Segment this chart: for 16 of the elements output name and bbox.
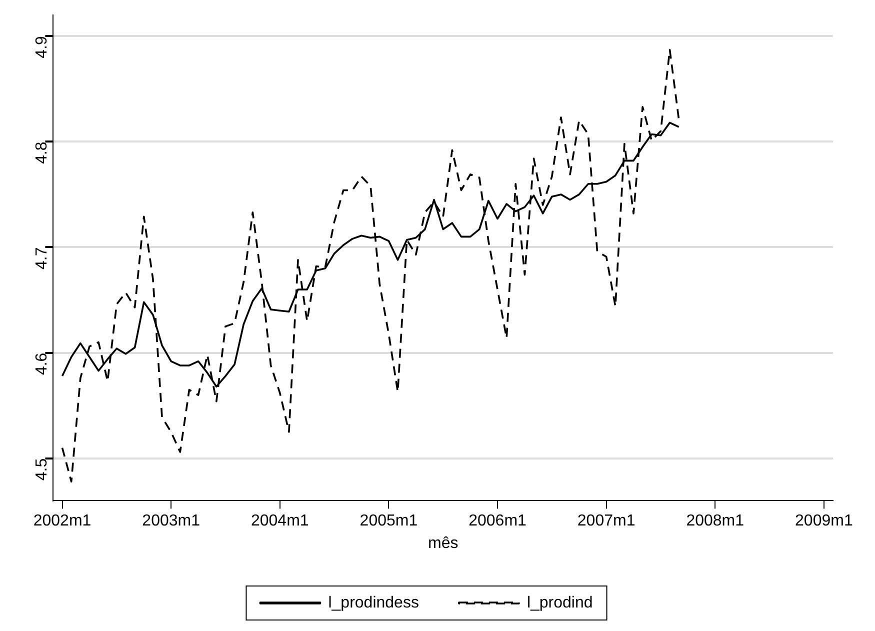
x-tick-label: 2007m1: [577, 512, 636, 530]
x-tick-label: 2009m1: [795, 512, 853, 530]
x-tick-label: 2002m1: [33, 512, 92, 530]
x-tick-label: 2004m1: [250, 512, 309, 530]
y-tick-label: 4.5: [34, 458, 51, 481]
x-axis-title: mês: [428, 534, 458, 552]
x-tick-label: 2008m1: [686, 512, 744, 530]
legend-label: l_prodindess: [328, 594, 419, 612]
legend-label: l_prodind: [526, 594, 593, 612]
x-tick-label: 2003m1: [142, 512, 200, 530]
x-tick-label: 2005m1: [360, 512, 418, 530]
y-tick-label: 4.7: [34, 247, 51, 270]
y-tick-label: 4.6: [34, 352, 51, 376]
x-tick-label: 2006m1: [468, 512, 527, 530]
y-tick-label: 4.9: [34, 36, 51, 58]
y-tick-label: 4.8: [34, 142, 51, 164]
